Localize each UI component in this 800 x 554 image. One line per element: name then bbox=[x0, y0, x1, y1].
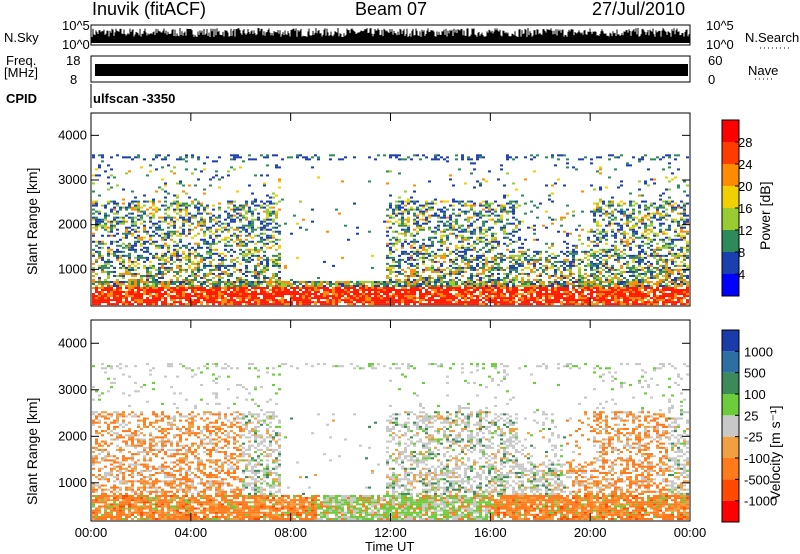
velocity-colorbar-segment bbox=[722, 415, 739, 437]
power-colorbar-tick-label: 4 bbox=[738, 267, 745, 282]
power-colorbar-segment bbox=[722, 164, 739, 186]
velocity-colorbar-tick-label: 500 bbox=[744, 366, 766, 381]
cpid-label: CPID bbox=[6, 91, 38, 106]
velocity-colorbar-segment bbox=[722, 330, 739, 352]
x-tick-label: 04:00 bbox=[175, 525, 208, 540]
x-axis-label: Time UT bbox=[365, 539, 415, 554]
x-tick-label: 12:00 bbox=[374, 525, 407, 540]
freq-tick-top: 18 bbox=[66, 53, 81, 68]
x-tick-label: 08:00 bbox=[274, 525, 307, 540]
nsky-strip-frame bbox=[90, 24, 691, 46]
power-scatter-cells bbox=[92, 154, 689, 306]
x-tick-label: 16:00 bbox=[474, 525, 507, 540]
freq-tick-bottom: 8 bbox=[70, 72, 78, 87]
power-ytick-label: 1000 bbox=[58, 261, 87, 276]
velocity-colorbar-tick-label: -25 bbox=[744, 430, 763, 445]
velocity-colorbar-tick-label: -1000 bbox=[744, 494, 777, 509]
velocity-colorbar-segment bbox=[722, 500, 739, 522]
power-colorbar-tick-label: 8 bbox=[738, 245, 745, 260]
velocity-colorbar-segment bbox=[722, 458, 739, 480]
velocity-ytick-label: 2000 bbox=[58, 428, 87, 443]
power-ytick-label: 4000 bbox=[58, 127, 87, 142]
power-colorbar-tick-label: 24 bbox=[738, 157, 752, 172]
nave-tick-bottom: 0 bbox=[708, 72, 716, 87]
nave-label: Nave bbox=[748, 63, 779, 78]
power-colorbar-segment bbox=[722, 230, 739, 252]
velocity-ytick-label: 4000 bbox=[58, 335, 87, 350]
cpid-value: ulfscan -3350 bbox=[93, 91, 176, 106]
power-colorbar-tick-label: 20 bbox=[738, 179, 752, 194]
nsearch-label: N.Search bbox=[745, 30, 800, 45]
power-ytick-label: 3000 bbox=[58, 172, 87, 187]
beam-title: Beam 07 bbox=[355, 0, 428, 19]
power-colorbar-segment bbox=[722, 186, 739, 208]
x-tick-label: 20:00 bbox=[574, 525, 607, 540]
power-ytick-label: 2000 bbox=[58, 217, 87, 232]
velocity-colorbar-frame bbox=[721, 329, 740, 523]
velocity-colorbar-segment bbox=[722, 436, 739, 458]
freq-band bbox=[95, 64, 688, 76]
freq-unit: [MHz] bbox=[4, 65, 38, 80]
velocity-colorbar-tick-label: -100 bbox=[744, 451, 770, 466]
velocity-colorbar-tick-label: 100 bbox=[744, 387, 766, 402]
power-colorbar-tick-label: 28 bbox=[738, 135, 752, 150]
velocity-colorbar-tick-label: 25 bbox=[744, 408, 758, 423]
power-colorbar-segment bbox=[722, 208, 739, 230]
nsearch-tick-bottom: 10^0 bbox=[706, 37, 734, 52]
nsky-label: N.Sky bbox=[4, 30, 39, 45]
nsky-tick-top: 10^5 bbox=[62, 18, 90, 33]
nave-tick-top: 60 bbox=[708, 53, 723, 68]
velocity-ytick-label: 3000 bbox=[58, 382, 87, 397]
power-colorbar-tick-label: 16 bbox=[738, 201, 752, 216]
freq-label: Freq. bbox=[6, 53, 37, 68]
x-tick-label: 00:00 bbox=[75, 525, 108, 540]
velocity-ytick-label: 1000 bbox=[58, 475, 87, 490]
freq-strip-frame bbox=[90, 55, 691, 83]
velocity-colorbar-segment bbox=[722, 372, 739, 394]
power-colorbar-segment bbox=[722, 142, 739, 164]
power-colorbar-tick-label: 12 bbox=[738, 223, 752, 238]
nsearch-tick-top: 10^5 bbox=[706, 18, 734, 33]
velocity-colorbar-segment bbox=[722, 351, 739, 373]
velocity-colorbar-segment bbox=[722, 479, 739, 501]
velocity-colorbar-tick-label: 1000 bbox=[744, 344, 773, 359]
power-colorbar-segment bbox=[722, 274, 739, 296]
power-colorbar-segment bbox=[722, 252, 739, 274]
power-colorbar-segment bbox=[722, 120, 739, 142]
velocity-colorbar-segment bbox=[722, 394, 739, 416]
velocity-colorbar-tick-label: -500 bbox=[744, 472, 770, 487]
velocity-scatter-cells bbox=[92, 363, 689, 521]
nsky-tick-bottom: 10^0 bbox=[62, 37, 90, 52]
station-title: Inuvik (fitACF) bbox=[92, 0, 207, 19]
date-title: 27/Jul/2010 bbox=[592, 0, 686, 19]
x-tick-label: 00:00 bbox=[674, 525, 707, 540]
